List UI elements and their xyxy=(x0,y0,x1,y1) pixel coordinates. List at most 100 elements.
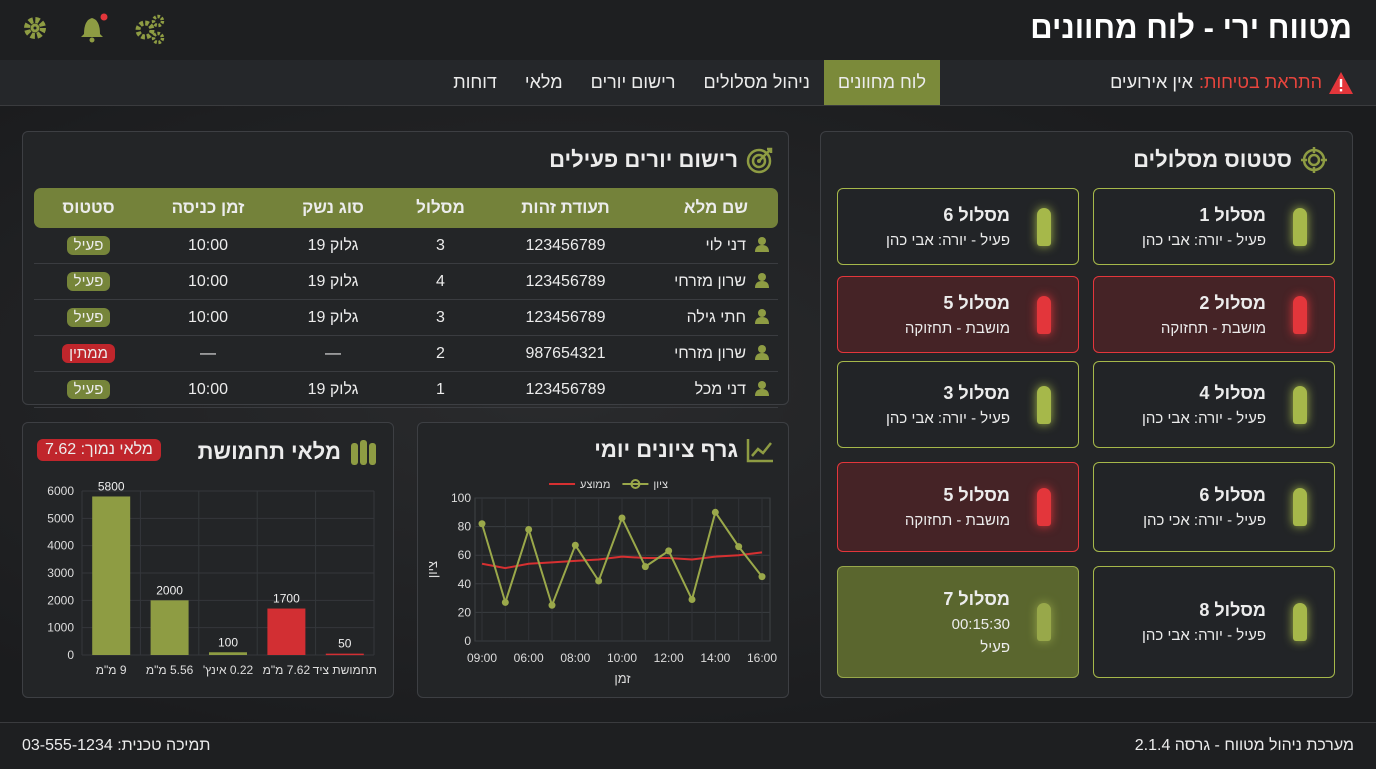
icon-part xyxy=(755,245,769,252)
table-cell: 987654321 xyxy=(488,335,643,372)
score-panel: גרף ציונים יומי xyxy=(417,422,789,698)
lane-card[interactable]: מסלול 1 פעיל - יורה: אבי כהן xyxy=(1093,188,1335,265)
lane-card[interactable]: מסלול 2 מושבת - תחזוקה xyxy=(1093,276,1335,353)
footer-version: מערכת ניהול מטווח - גרסה 2.1.4 xyxy=(1134,737,1354,754)
y-tick-label: 2000 xyxy=(47,593,74,607)
icon-part xyxy=(758,309,766,317)
table-cell: דני לוי xyxy=(643,228,778,264)
icon-part xyxy=(755,317,769,324)
y-tick-label: 80 xyxy=(458,520,472,534)
nav-item[interactable]: דוחות xyxy=(453,72,497,92)
table-row: חתי גילה 123456789 3 גלוק 19 10:00 פעיל xyxy=(34,299,778,336)
y-tick-label: 4000 xyxy=(47,539,74,553)
column-header: זמן כניסה xyxy=(143,188,273,228)
alert-icon xyxy=(1329,71,1353,94)
lane-indicator xyxy=(1293,207,1307,246)
lane-status: פעיל - יורה: אבי כהן xyxy=(1142,409,1266,427)
crosshair-icon xyxy=(1301,147,1327,173)
person-icon xyxy=(755,273,769,288)
data-label: 5800 xyxy=(98,479,125,493)
point-marker xyxy=(758,573,766,581)
lane-title: מסלול 8 xyxy=(1199,600,1266,620)
lane-indicator xyxy=(1037,207,1051,246)
lane-card[interactable]: מסלול 4 פעיל - יורה: אבי כהן xyxy=(1093,361,1335,448)
table-cell: 10:00 xyxy=(143,263,273,300)
y-tick-label: 0 xyxy=(464,634,471,648)
point-marker xyxy=(548,601,556,609)
nav-item[interactable]: לוח מחוונים xyxy=(823,60,940,105)
nav-list: לוח מחוונים ניהול מסלולים רישום יורים מלאי ד… xyxy=(439,60,940,105)
column-header: סוג נשק xyxy=(273,188,393,228)
nav-item[interactable]: מלאי xyxy=(524,72,563,92)
x-tick-label: 10:00 xyxy=(607,651,637,665)
y-axis-label: ציון xyxy=(425,561,440,578)
x-tick-label: 0.22 אינץ' xyxy=(203,663,254,677)
person-icon xyxy=(755,237,769,252)
table-row: שרון מזרחי 123456789 4 גלוק 19 10:00 פעיל xyxy=(34,263,778,300)
lane-status: פעיל - יורה: אבי כהן xyxy=(1142,627,1266,644)
column-header: תעודת זהות xyxy=(488,188,643,228)
person-icon xyxy=(755,345,769,360)
table-cell: חתי גילה xyxy=(643,299,778,336)
x-tick-label: 5.56 מ"מ xyxy=(146,663,194,677)
column-header: סטטוס xyxy=(34,188,143,228)
alert-text: אין אירועים xyxy=(1110,72,1193,92)
table-cell: גלוק 19 xyxy=(273,299,393,336)
lane-card[interactable]: מסלול 6 פעיל - יורה: אכי כהן xyxy=(1093,462,1335,552)
footer-support: תמיכה טכנית: 03-555-1234 xyxy=(22,737,211,754)
header: מטווח ירי - לוח מחוונים xyxy=(0,0,1376,61)
table-row: דני לוי 123456789 3 גלוק 19 10:00 פעיל xyxy=(34,228,778,264)
chart-icon xyxy=(746,439,773,463)
person-icon xyxy=(755,309,769,324)
lane-card[interactable]: מסלול 5 מושבת - תחזוקה xyxy=(837,462,1079,552)
x-tick-label: 12:00 xyxy=(654,651,684,665)
icon-part xyxy=(758,381,766,389)
header-icons[interactable] xyxy=(20,12,180,46)
nav-item[interactable]: רישום יורים xyxy=(590,72,676,92)
lane-card[interactable]: מסלול 3 פעיל - יורה: אבי כהן xyxy=(837,361,1079,448)
table-cell: פעיל xyxy=(34,228,143,264)
point-marker xyxy=(618,514,626,522)
lane-title: מסלול 4 xyxy=(1199,382,1266,403)
lane-card[interactable]: מסלול 8 פעיל - יורה: אבי כהן xyxy=(1093,566,1335,678)
lane-card[interactable]: מסלול 7 00:15:30 פעיל xyxy=(837,566,1079,678)
safety-alert: התראת בטיחות: אין אירועים xyxy=(1110,60,1354,105)
table-header: שם מלא תעודת זהות מסלול סוג נשק זמן כניסה סטט… xyxy=(34,188,778,228)
alert-label: התראת בטיחות: xyxy=(1199,72,1322,92)
panel-title-text: רישום יורים פעילים xyxy=(549,147,738,172)
data-label: 1700 xyxy=(273,592,300,606)
panel-title: מלאי תחמושת xyxy=(198,437,379,467)
x-axis-label: זמן xyxy=(614,671,631,686)
data-label: 2000 xyxy=(156,583,183,597)
target-icon xyxy=(746,147,773,174)
person-icon xyxy=(755,381,769,396)
panel-title-text: מלאי תחמושת xyxy=(197,439,341,464)
y-tick-label: 6000 xyxy=(47,484,74,498)
table-row: דני מכל 123456789 1 גלוק 19 10:00 פעיל xyxy=(34,371,778,408)
table-cell: גלוק 19 xyxy=(273,228,393,264)
bar xyxy=(92,496,131,655)
y-tick-label: 0 xyxy=(67,648,74,662)
bar xyxy=(267,608,306,655)
lane-indicator xyxy=(1293,488,1307,526)
lane-status: פעיל - יורה: אבי כהן xyxy=(886,409,1010,427)
data-label: 50 xyxy=(338,637,352,651)
ammo-icon xyxy=(351,440,376,465)
lane-card[interactable]: מסלול 6 פעיל - יורה: אבי כהן xyxy=(837,188,1079,265)
table-cell: 2 xyxy=(393,335,488,372)
nav-item[interactable]: ניהול מסלולים xyxy=(703,72,810,92)
lane-status: 00:15:30 xyxy=(951,615,1010,633)
low-stock-badge: מלאי נמוך: 7.62 xyxy=(37,439,161,461)
series-line xyxy=(481,551,763,570)
lane-title: מסלול 5 xyxy=(943,292,1010,313)
y-tick-label: 5000 xyxy=(47,511,74,525)
y-tick-label: 1000 xyxy=(47,621,74,635)
page-title: מטווח ירי - לוח מחוונים xyxy=(1030,10,1352,45)
lane-indicator xyxy=(1037,385,1051,424)
table-cell: ממתין xyxy=(34,335,143,372)
lane-card[interactable]: מסלול 5 מושבת - תחזוקה xyxy=(837,276,1079,353)
table-cell: — xyxy=(143,335,273,372)
legend-label: ממוצע xyxy=(580,479,610,491)
table-cell: פעיל xyxy=(34,371,143,408)
